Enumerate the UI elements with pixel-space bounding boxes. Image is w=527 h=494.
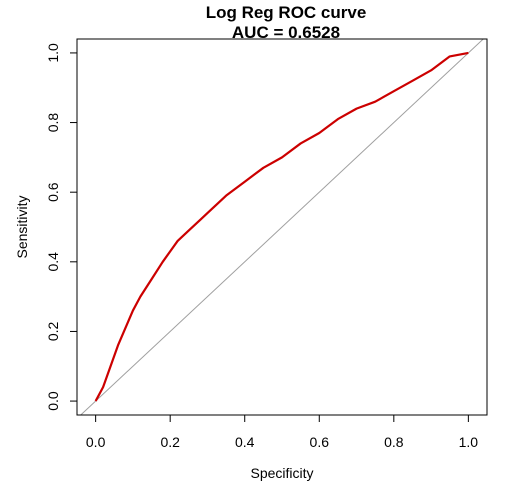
diagonal-reference-line — [79, 39, 485, 415]
x-tick-label: 0.2 — [160, 434, 180, 450]
x-tick-label: 0.4 — [235, 434, 255, 450]
y-tick-label: 0.0 — [45, 391, 61, 411]
chart-subtitle: AUC = 0.6528 — [232, 23, 340, 42]
x-tick-label: 1.0 — [459, 434, 479, 450]
x-tick-label: 0.8 — [384, 434, 404, 450]
x-tick-label: 0.6 — [310, 434, 330, 450]
x-axis: 0.0 0.2 0.4 0.6 0.8 1.0 — [86, 414, 479, 450]
roc-curve-line — [94, 51, 469, 402]
x-tick-label: 0.0 — [86, 434, 106, 450]
y-axis: 0.0 0.2 0.4 0.6 0.8 1.0 — [45, 43, 78, 411]
plot-area — [76, 38, 488, 416]
chart-title: Log Reg ROC curve — [206, 3, 367, 22]
y-tick-label: 0.6 — [45, 182, 61, 202]
y-tick-label: 0.2 — [45, 322, 61, 342]
y-axis-label: Sensitivity — [14, 195, 30, 258]
y-tick-label: 0.4 — [45, 252, 61, 272]
x-axis-label: Specificity — [250, 465, 313, 481]
y-tick-label: 0.8 — [45, 113, 61, 133]
y-tick-label: 1.0 — [45, 43, 61, 63]
